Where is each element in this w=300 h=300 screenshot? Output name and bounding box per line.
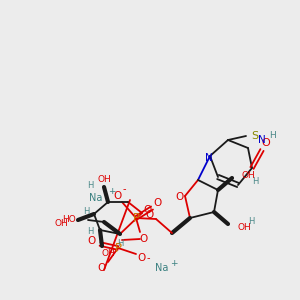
- Text: O: O: [143, 205, 151, 215]
- Text: +: +: [108, 187, 116, 196]
- Text: -: -: [122, 184, 126, 194]
- Text: HO: HO: [62, 215, 76, 224]
- Text: -: -: [146, 253, 150, 263]
- Text: O: O: [98, 263, 106, 273]
- Text: O: O: [138, 253, 146, 263]
- Text: OH: OH: [97, 175, 111, 184]
- Text: H: H: [117, 239, 123, 248]
- Text: Na: Na: [88, 193, 102, 203]
- Text: H: H: [83, 208, 89, 217]
- Text: N: N: [258, 135, 266, 145]
- Text: O: O: [113, 191, 121, 201]
- Text: O: O: [140, 234, 148, 244]
- Text: Na: Na: [155, 263, 169, 273]
- Text: P: P: [133, 212, 140, 224]
- Text: H: H: [248, 218, 254, 226]
- Text: H: H: [270, 131, 276, 140]
- Text: S: S: [251, 131, 259, 141]
- Text: OH: OH: [242, 170, 256, 179]
- Text: H: H: [252, 178, 258, 187]
- Text: H: H: [87, 182, 93, 190]
- Text: P: P: [115, 242, 122, 254]
- Text: H: H: [87, 227, 93, 236]
- Text: OH: OH: [238, 223, 252, 232]
- Text: O: O: [146, 210, 154, 220]
- Text: O: O: [262, 138, 270, 148]
- Text: O: O: [88, 236, 96, 246]
- Text: OH: OH: [54, 220, 68, 229]
- Text: O: O: [175, 192, 183, 202]
- Text: N: N: [205, 153, 213, 163]
- Text: O: O: [153, 198, 161, 208]
- Text: +: +: [170, 259, 178, 268]
- Text: OH: OH: [101, 248, 115, 257]
